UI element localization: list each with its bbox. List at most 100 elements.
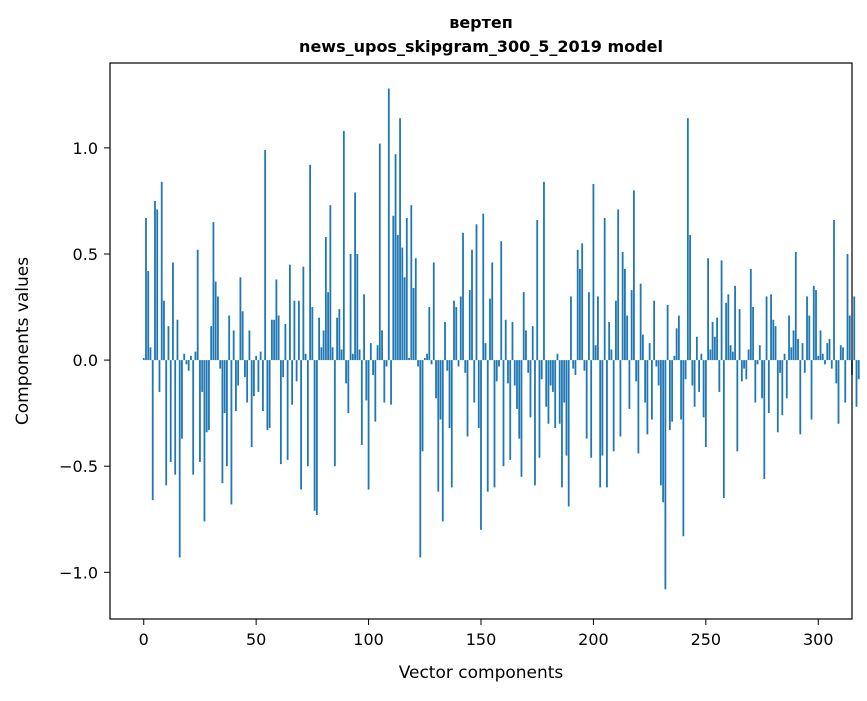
bar [767,360,770,414]
bar [291,360,294,405]
bar [320,347,323,361]
bar [639,283,642,361]
bar [394,154,397,361]
bar [145,217,147,361]
bar [711,321,714,361]
bar [765,296,768,361]
bar [848,315,851,361]
bar [615,300,617,361]
bar [345,360,347,384]
bar [194,351,197,361]
bar [720,260,723,361]
bar [662,360,665,503]
bar [538,360,541,458]
bar [803,360,806,373]
bar [504,319,507,361]
bar [761,360,763,399]
bar [756,360,759,365]
bar [675,328,678,361]
bar [549,360,552,386]
bar [846,253,849,361]
bar [448,360,451,429]
bar [376,345,379,361]
bar [646,360,649,435]
bar [297,300,300,361]
bar [610,349,613,361]
bar [459,296,462,361]
bar [338,309,341,361]
bar [700,353,703,361]
bar [473,360,476,403]
bar [839,345,842,361]
bar [606,360,608,488]
bar [417,360,419,367]
bar [385,360,388,367]
bar [576,249,579,361]
bar [527,360,530,373]
bar [208,360,210,431]
bar [500,241,503,361]
bar [322,330,325,361]
bar [329,205,332,361]
bar [403,277,406,361]
bar [758,345,761,361]
bar [462,232,464,361]
bar [617,209,620,361]
bar [626,315,629,361]
bar [259,351,262,361]
bar [547,360,550,424]
bar [552,360,554,392]
bar [574,360,577,375]
bar [313,360,316,511]
bar [174,360,177,475]
bar [633,190,635,361]
bar [369,343,372,361]
bar [513,360,516,386]
bar [268,360,271,429]
bar [815,290,817,361]
bar [637,360,640,454]
bar [779,360,781,373]
bar [450,360,453,488]
bar [430,360,433,365]
bar [543,181,545,361]
bar [426,353,428,361]
bar [583,360,586,371]
bar [644,360,647,403]
bar [734,285,736,361]
bar [648,343,651,361]
x-tick-label: 300 [803,630,834,649]
bar [241,311,244,361]
bar [729,345,732,361]
bar [590,360,593,458]
bar [792,330,795,361]
bar [507,360,509,384]
plot-frame [109,62,853,620]
bar [592,183,595,361]
bar [340,349,343,361]
bar [480,360,482,530]
y-tick-label: 0.0 [73,351,98,370]
bar [223,360,226,414]
bar [558,360,561,424]
bar [529,360,532,418]
y-axis-label: Components values [13,257,33,425]
bar [408,357,410,361]
bar [740,360,743,382]
y-tick-label: 1.0 [73,139,98,158]
bar [372,360,374,375]
bar [817,355,820,361]
bar [432,262,435,361]
bar [160,181,163,361]
bar [824,360,826,365]
bar [399,118,401,361]
x-tick-label: 0 [139,630,149,649]
bar [799,360,802,435]
bar [579,268,581,361]
bar [250,360,253,448]
bar [698,360,700,392]
bar [691,360,694,386]
bar [327,292,329,361]
bar [536,220,539,361]
axes-layer: 0 50 100 150 200 250 300 −1.0 −0.5 0.0 0.5 1.0 [59,139,833,649]
